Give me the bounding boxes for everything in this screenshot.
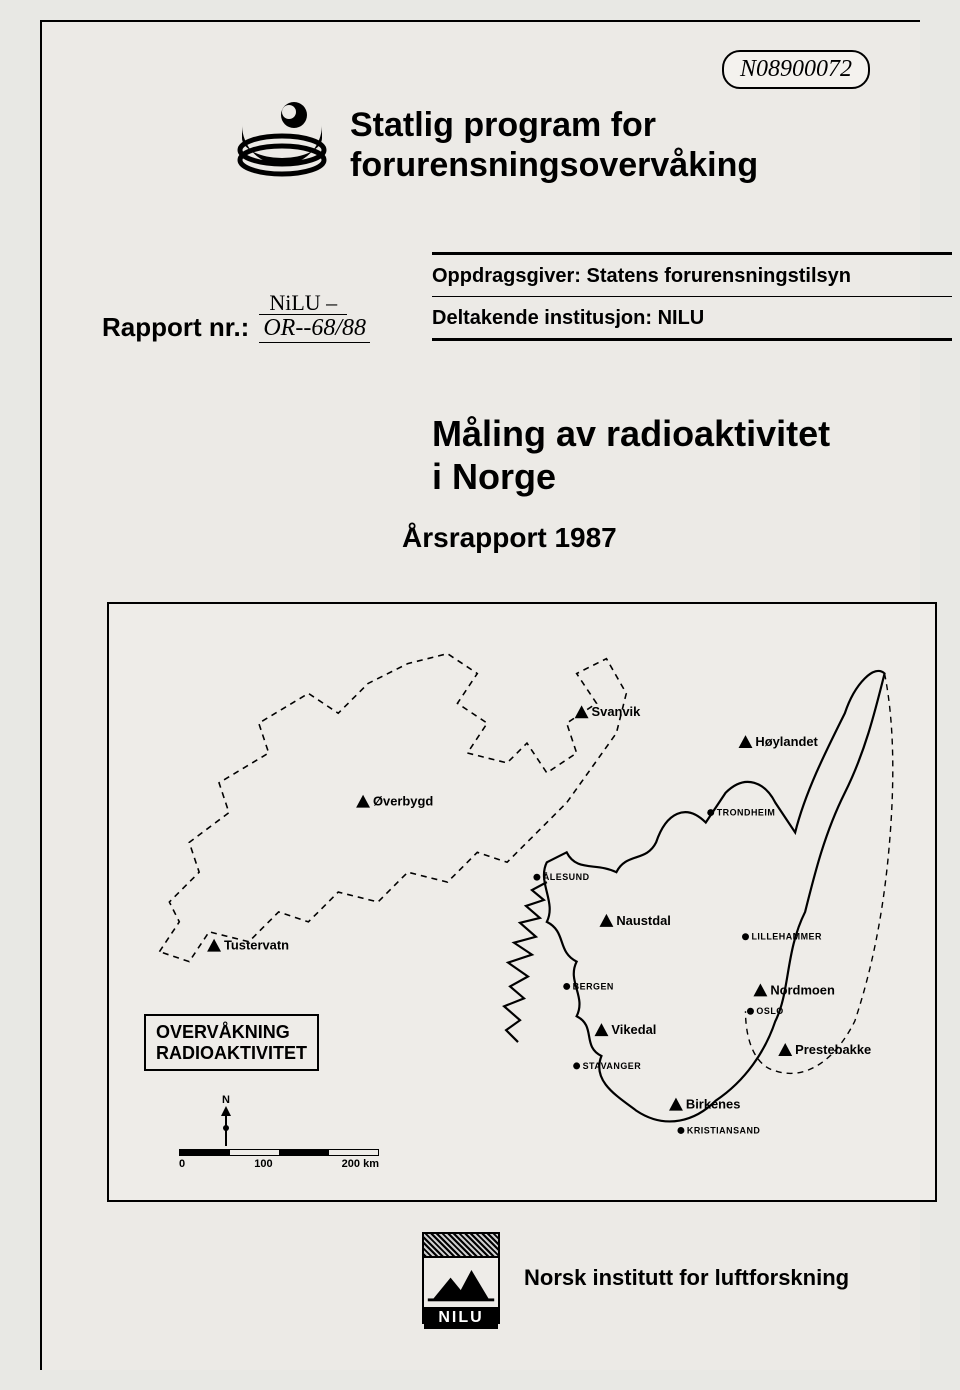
report-number-row: Rapport nr.: NiLU – OR--68/88 [102,292,370,343]
station-label: Birkenes [686,1097,741,1112]
station-marker-icon [595,1023,609,1036]
station-marker-icon [207,939,221,952]
scale-label: 0 [179,1158,185,1170]
rapport-handwritten-2: OR--68/88 [259,315,370,343]
station-marker-icon [753,983,767,996]
rapport-label: Rapport nr.: [102,312,249,343]
program-title: Statlig program for forurensningsovervåk… [350,106,758,184]
info-deltakende: Deltakende institusjon: NILU [432,297,952,338]
station-marker-icon [739,735,753,748]
station-marker-icon [778,1043,792,1056]
rapport-handwritten-1: NiLU – [259,292,347,315]
nilu-logo-text: NILU [424,1307,498,1329]
city-marker-icon [747,1008,754,1015]
footer-row: NILU Norsk institutt for luftforskning [422,1232,849,1324]
report-title: Måling av radioaktivitet i Norge [432,412,830,498]
city-label: BERGEN [573,981,614,991]
legend-line2: RADIOAKTIVITET [156,1043,307,1064]
station-label: Svanvik [592,704,642,719]
document-id-badge: N08900072 [722,50,870,89]
program-title-line1: Statlig program for [350,106,758,145]
compass-label: N [219,1094,233,1106]
legend-line1: OVERVÅKNING [156,1022,307,1043]
station-label: Høylandet [755,734,818,749]
nilu-logo-icon: NILU [422,1232,500,1324]
city-marker-icon [573,1062,580,1069]
report-cover-page: N08900072 Statlig program for forurensni… [40,20,920,1370]
scale-bar: 0 100 200 km [179,1149,379,1170]
city-label: KRISTIANSAND [687,1125,761,1135]
station-label: Vikedal [611,1022,656,1037]
divider [432,338,952,341]
city-marker-icon [742,933,749,940]
map-legend-box: OVERVÅKNING RADIOAKTIVITET [144,1014,319,1071]
station-marker-icon [575,705,589,718]
info-oppdragsgiver: Oppdragsgiver: Statens forurensningstils… [432,255,952,296]
info-block: Oppdragsgiver: Statens forurensningstils… [432,252,952,341]
compass-icon: N [219,1094,233,1149]
station-label: Nordmoen [770,982,835,997]
report-title-line1: Måling av radioaktivitet [432,412,830,455]
city-marker-icon [533,874,540,881]
city-label: LILLEHAMMER [751,932,822,942]
program-logo-icon [232,100,332,191]
report-title-line2: i Norge [432,455,830,498]
scale-label: 100 [254,1158,272,1170]
city-label: ÅLESUND [543,872,590,882]
footer-text: Norsk institutt for luftforskning [524,1265,849,1291]
station-marker-icon [356,795,370,808]
city-label: TRONDHEIM [717,808,776,818]
report-subtitle: Årsrapport 1987 [402,522,617,554]
scale-label: 200 km [342,1158,379,1170]
station-label: Tustervatn [224,938,289,953]
station-label: Øverbygd [373,794,433,809]
station-marker-icon [669,1098,683,1111]
station-label: Naustdal [616,913,671,928]
city-label: OSLO [756,1006,783,1016]
city-marker-icon [707,809,714,816]
norway-map-frame: Svanvik Høylandet Øverbygd Tustervatn Naustd… [107,602,937,1202]
station-marker-icon [599,914,613,927]
program-title-line2: forurensningsovervåking [350,146,758,185]
city-marker-icon [677,1127,684,1134]
city-label: STAVANGER [583,1061,642,1071]
program-header: Statlig program for forurensningsovervåk… [232,100,758,191]
station-label: Prestebakke [795,1042,871,1057]
city-marker-icon [563,983,570,990]
